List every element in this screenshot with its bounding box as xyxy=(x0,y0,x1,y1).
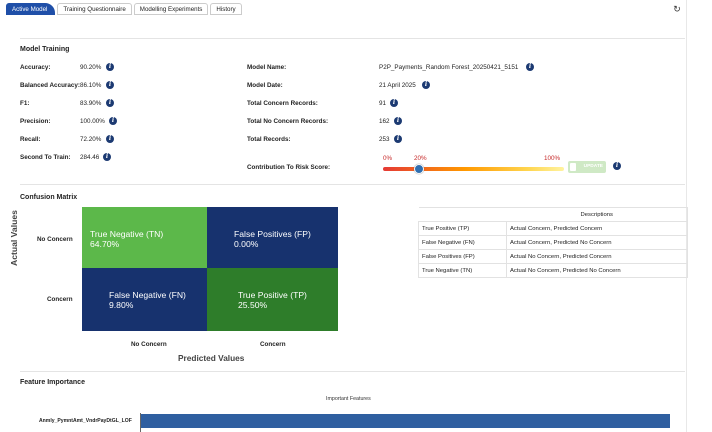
cm-cell-value: 25.50% xyxy=(238,300,268,310)
description-text: Actual Concern, Predicted No Concern xyxy=(506,235,688,250)
feature-label: Anmly_PymntAmt_VndrPayDtGL_LOF xyxy=(39,418,132,424)
table-row: True Positive (TP) Actual Concern, Predi… xyxy=(418,221,688,236)
cm-cell-value: 0.00% xyxy=(234,239,259,249)
precision-label: Precision: xyxy=(20,118,51,125)
accuracy-info-icon[interactable]: i xyxy=(106,63,114,71)
update-button-label: UPDATE xyxy=(583,164,603,169)
cm-cell-true-positive: True Positive (TP) 25.50% xyxy=(207,268,338,331)
total-records-value: 253 xyxy=(379,136,390,143)
recall-value: 72.20% xyxy=(80,136,102,143)
cm-cell-name: True Positive (TP) xyxy=(238,290,307,300)
total-concern-info-icon[interactable]: i xyxy=(390,99,398,107)
balanced-accuracy-label: Balanced Accuracy: xyxy=(20,82,80,89)
slider-max-label: 100% xyxy=(544,155,561,162)
descriptions-header-blank xyxy=(418,207,507,222)
cm-col-label-no-concern: No Concern xyxy=(131,341,167,348)
total-concern-label: Total Concern Records: xyxy=(247,100,318,107)
descriptions-table: Descriptions True Positive (TP) Actual C… xyxy=(418,207,688,278)
description-term: False Negative (FN) xyxy=(418,235,507,250)
contribution-label: Contribution To Risk Score: xyxy=(247,164,331,171)
description-term: False Positives (FP) xyxy=(418,249,507,264)
second-to-train-info-icon[interactable]: i xyxy=(103,153,111,161)
cm-cell-false-positive: False Positives (FP) 0.00% xyxy=(207,207,338,268)
description-text: Actual Concern, Predicted Concern xyxy=(506,221,688,236)
model-date-info-icon[interactable]: i xyxy=(422,81,430,89)
refresh-icon[interactable]: ↻ xyxy=(673,4,681,14)
contribution-info-icon[interactable]: i xyxy=(613,162,621,170)
accuracy-value: 90.20% xyxy=(80,64,102,71)
feature-importance-bar xyxy=(141,414,670,428)
precision-value: 100.00% xyxy=(80,118,105,125)
table-row: True Negative (TN) Actual No Concern, Pr… xyxy=(418,263,688,278)
descriptions-header: Descriptions xyxy=(506,207,688,222)
divider xyxy=(20,371,685,372)
description-term: True Negative (TN) xyxy=(418,263,507,278)
cm-cell-false-negative: False Negative (FN) 9.80% xyxy=(82,268,207,331)
accuracy-label: Accuracy: xyxy=(20,64,51,71)
recall-info-icon[interactable]: i xyxy=(106,135,114,143)
balanced-accuracy-info-icon[interactable]: i xyxy=(106,81,114,89)
description-text: Actual No Concern, Predicted Concern xyxy=(506,249,688,264)
feature-chart-axis xyxy=(140,413,141,432)
contribution-slider-thumb[interactable] xyxy=(414,164,425,174)
total-no-concern-info-icon[interactable]: i xyxy=(394,117,402,125)
divider xyxy=(20,38,685,39)
cm-y-axis-label: Actual Values xyxy=(9,210,19,266)
total-records-label: Total Records: xyxy=(247,136,291,143)
precision-info-icon[interactable]: i xyxy=(109,117,117,125)
model-training-title: Model Training xyxy=(20,46,70,53)
f1-info-icon[interactable]: i xyxy=(106,99,114,107)
f1-label: F1: xyxy=(20,100,30,107)
cm-cell-name: False Negative (FN) xyxy=(109,290,186,300)
cm-x-axis-label: Predicted Values xyxy=(178,353,245,363)
balanced-accuracy-value: 86.10% xyxy=(80,82,102,89)
second-to-train-label: Second To Train: xyxy=(20,154,71,161)
cm-cell-true-negative: True Negative (TN) 64.70% xyxy=(82,207,207,268)
tab-training-questionnaire[interactable]: Training Questionnaire xyxy=(57,3,132,15)
cm-cell-value: 9.80% xyxy=(109,300,134,310)
total-concern-value: 91 xyxy=(379,100,387,107)
cm-col-label-concern: Concern xyxy=(260,341,286,348)
total-records-info-icon[interactable]: i xyxy=(394,135,402,143)
model-name-value: P2P_Payments_Random Forest_20250421_5151 xyxy=(379,64,519,71)
cm-cell-name: True Negative (TN) xyxy=(90,229,164,239)
model-date-label: Model Date: xyxy=(247,82,283,89)
tab-bar: Active Model Training Questionnaire Mode… xyxy=(6,3,244,15)
model-name-info-icon[interactable]: i xyxy=(526,63,534,71)
recall-label: Recall: xyxy=(20,136,41,143)
slider-min-label: 0% xyxy=(383,155,393,162)
document-icon xyxy=(570,163,576,171)
description-text: Actual No Concern, Predicted No Concern xyxy=(506,263,688,278)
table-row: False Negative (FN) Actual Concern, Pred… xyxy=(418,235,688,250)
feature-importance-title: Feature Importance xyxy=(20,379,85,386)
cm-cell-name: False Positives (FP) xyxy=(234,229,311,239)
update-button[interactable]: UPDATE xyxy=(568,161,606,173)
contribution-slider-track[interactable] xyxy=(383,167,564,171)
model-date-value: 21 April 2025 xyxy=(379,82,416,89)
tab-history[interactable]: History xyxy=(210,3,242,15)
slider-current-label: 20% xyxy=(414,155,427,162)
cm-row-label-concern: Concern xyxy=(47,296,73,303)
tab-modelling-experiments[interactable]: Modelling Experiments xyxy=(133,3,209,15)
model-name-label: Model Name: xyxy=(247,64,287,71)
description-term: True Positive (TP) xyxy=(418,221,507,236)
cm-cell-value: 64.70% xyxy=(90,239,120,249)
tab-active-model[interactable]: Active Model xyxy=(6,3,56,15)
table-row: False Positives (FP) Actual No Concern, … xyxy=(418,249,688,264)
second-to-train-value: 284.46 xyxy=(80,154,100,161)
confusion-matrix-title: Confusion Matrix xyxy=(20,194,78,201)
total-no-concern-value: 162 xyxy=(379,118,390,125)
cm-row-label-no-concern: No Concern xyxy=(37,236,73,243)
total-no-concern-label: Total No Concern Records: xyxy=(247,118,329,125)
important-features-chart-title: Important Features xyxy=(326,396,371,402)
f1-value: 83.90% xyxy=(80,100,102,107)
divider xyxy=(20,184,685,185)
